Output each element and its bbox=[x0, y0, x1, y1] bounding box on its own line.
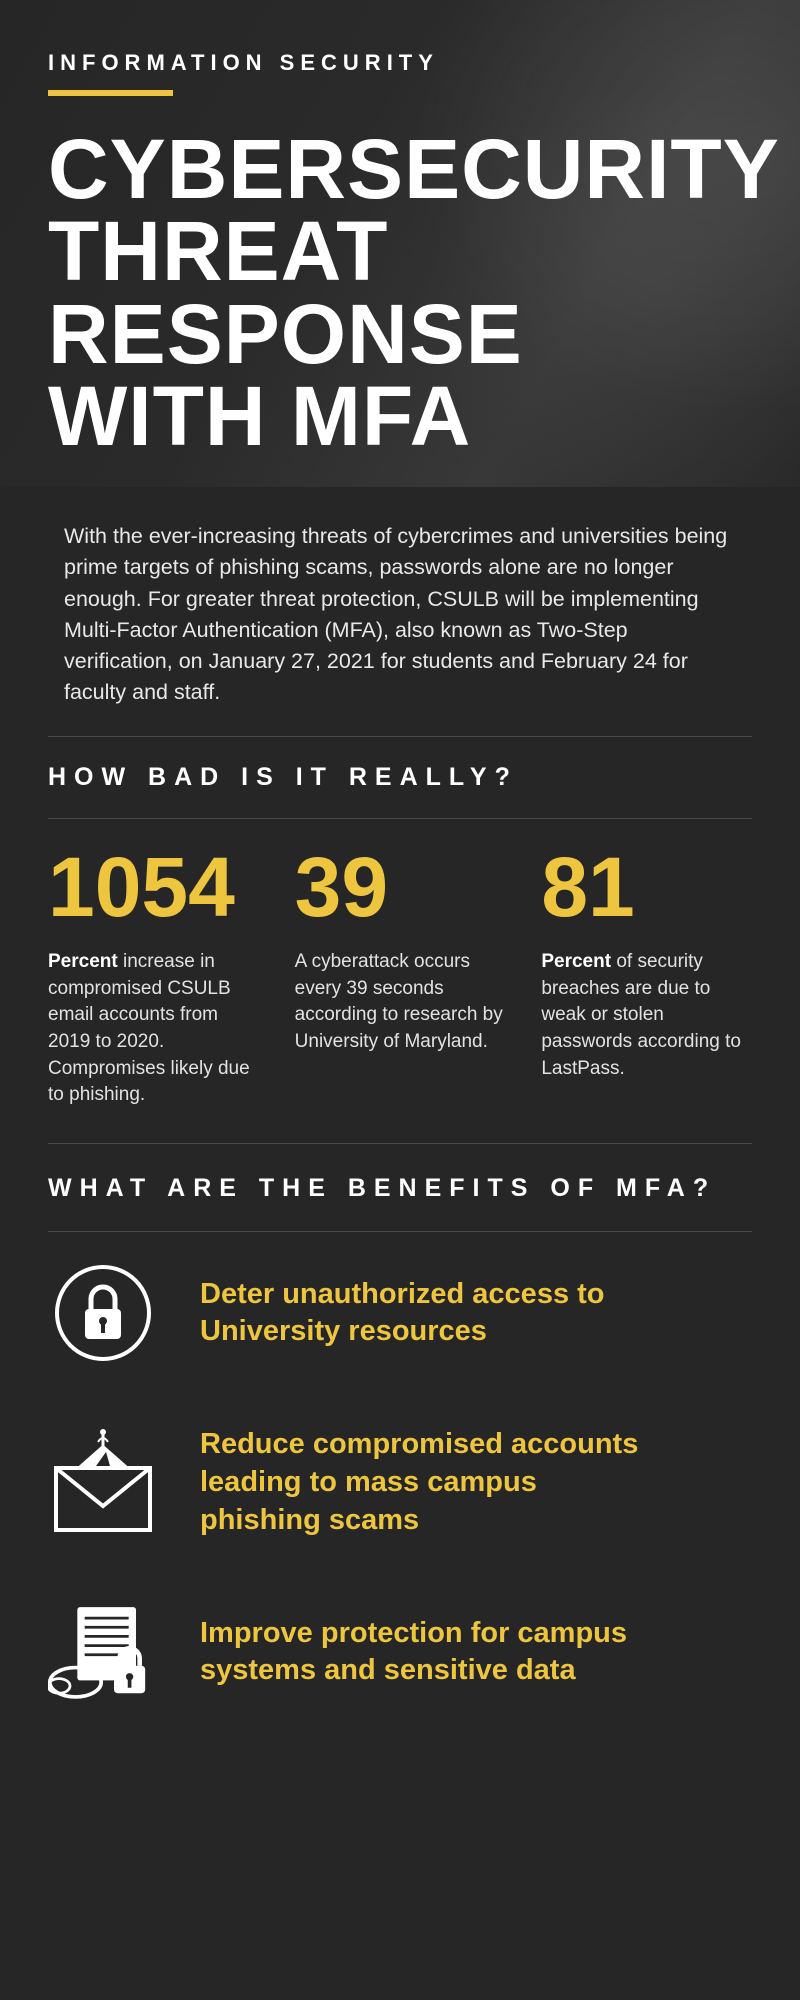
stats-row: 1054 Percent increase in compromised CSUL… bbox=[48, 845, 752, 1109]
stat-number: 81 bbox=[541, 845, 752, 929]
stat-bold-prefix: Percent bbox=[541, 951, 611, 972]
content-section: With the ever-increasing threats of cybe… bbox=[0, 487, 800, 1813]
stat-text-body: increase in compromised CSULB email acco… bbox=[48, 951, 250, 1105]
benefit-row: Improve protection for campus systems an… bbox=[48, 1597, 752, 1707]
section2-heading: WHAT ARE THE BENEFITS OF MFA? bbox=[48, 1170, 752, 1208]
benefits-list: Deter unauthorized access to University … bbox=[48, 1258, 752, 1707]
intro-paragraph: With the ever-increasing threats of cybe… bbox=[64, 521, 736, 708]
header-section: INFORMATION SECURITY CYBERSECURITY THREA… bbox=[0, 0, 800, 487]
benefit-text: Deter unauthorized access to University … bbox=[200, 1276, 660, 1351]
divider bbox=[48, 1143, 752, 1144]
secure-docs-icon bbox=[48, 1597, 158, 1707]
lock-circle-icon bbox=[53, 1263, 153, 1363]
phishing-envelope-icon bbox=[48, 1428, 158, 1538]
section1-heading: HOW BAD IS IT REALLY? bbox=[48, 763, 752, 792]
page-title: CYBERSECURITY THREAT RESPONSE WITH MFA bbox=[48, 128, 752, 457]
benefit-text: Reduce compromised accounts leading to m… bbox=[200, 1426, 660, 1539]
divider bbox=[48, 736, 752, 737]
phishing-envelope-icon bbox=[48, 1428, 158, 1538]
eyebrow: INFORMATION SECURITY bbox=[48, 50, 752, 76]
lock-circle-icon bbox=[48, 1258, 158, 1368]
stat-column: 81 Percent of security breaches are due t… bbox=[541, 845, 752, 1109]
benefit-row: Deter unauthorized access to University … bbox=[48, 1258, 752, 1368]
stat-text: Percent increase in compromised CSULB em… bbox=[48, 949, 259, 1109]
stat-text: Percent of security breaches are due to … bbox=[541, 949, 752, 1082]
stat-column: 1054 Percent increase in compromised CSUL… bbox=[48, 845, 259, 1109]
divider bbox=[48, 1231, 752, 1232]
benefit-row: Reduce compromised accounts leading to m… bbox=[48, 1426, 752, 1539]
stat-number: 1054 bbox=[48, 845, 259, 929]
benefit-text: Improve protection for campus systems an… bbox=[200, 1615, 660, 1690]
stat-number: 39 bbox=[295, 845, 506, 929]
divider bbox=[48, 818, 752, 819]
stat-text: A cyberattack occurs every 39 seconds ac… bbox=[295, 949, 506, 1055]
stat-bold-prefix: Percent bbox=[48, 951, 118, 972]
stat-column: 39 A cyberattack occurs every 39 seconds … bbox=[295, 845, 506, 1109]
secure-docs-icon bbox=[48, 1597, 158, 1707]
eyebrow-underline bbox=[48, 90, 173, 96]
infographic-page: INFORMATION SECURITY CYBERSECURITY THREA… bbox=[0, 0, 800, 2000]
